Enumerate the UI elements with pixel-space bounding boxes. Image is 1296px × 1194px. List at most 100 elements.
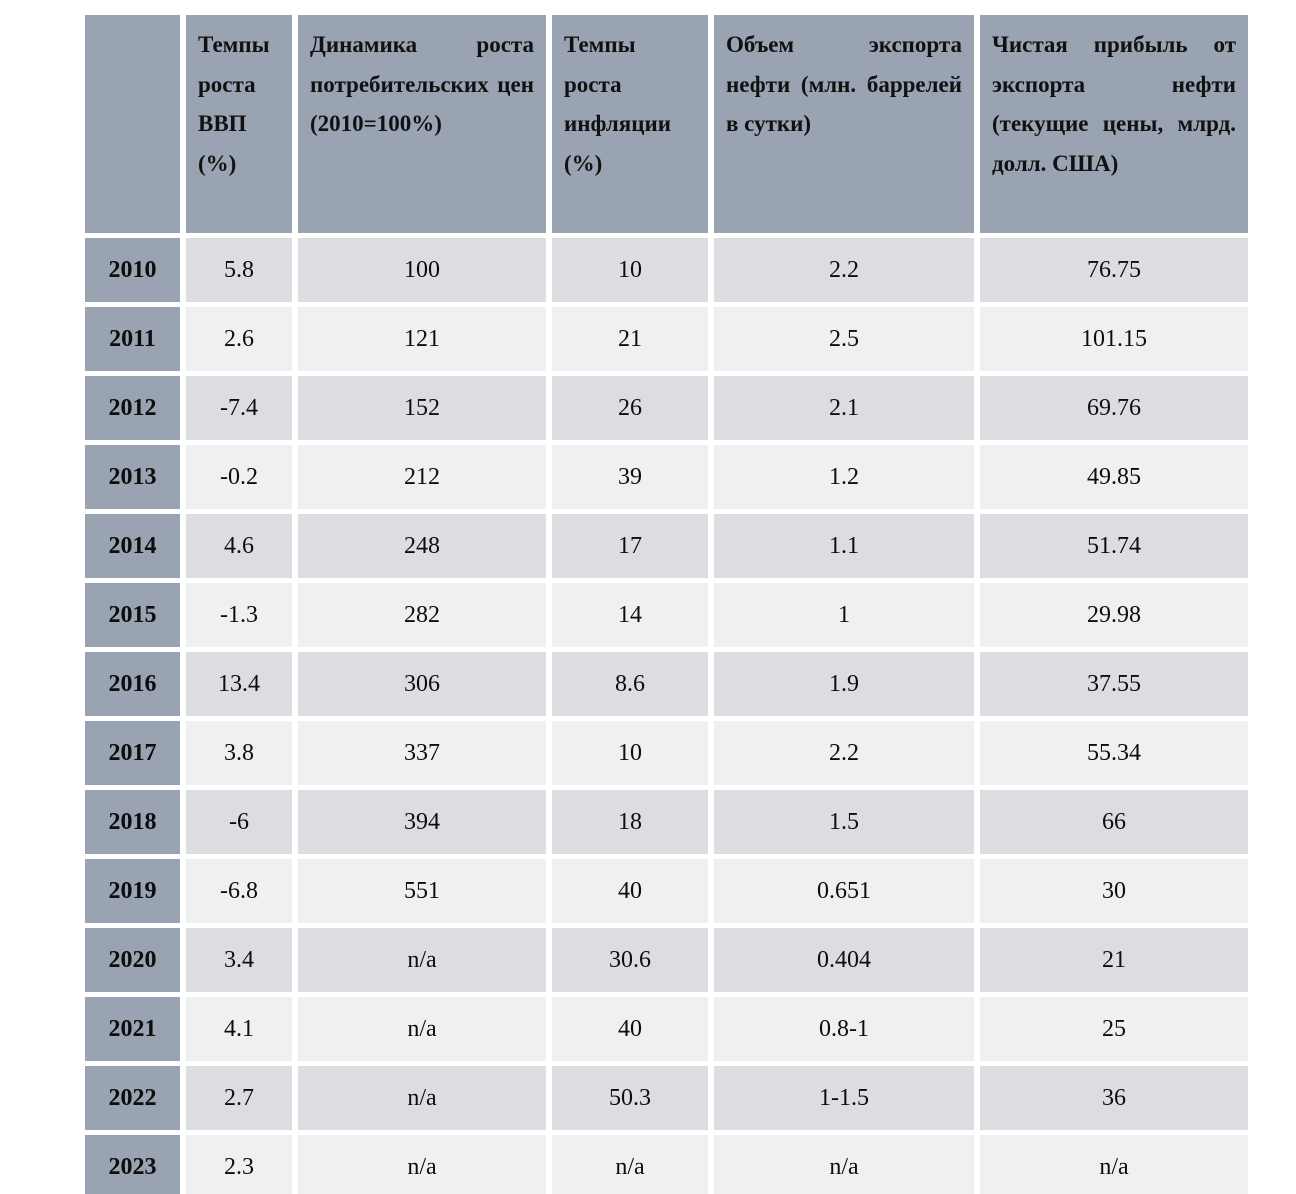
table-row: 2022 2.7 n/a 50.3 1-1.5 36 <box>85 1066 1248 1130</box>
data-cell: 337 <box>298 721 546 785</box>
data-cell: 26 <box>552 376 708 440</box>
year-cell: 2015 <box>85 583 180 647</box>
data-cell: 76.75 <box>980 238 1248 302</box>
data-cell: 0.651 <box>714 859 974 923</box>
data-cell: 100 <box>298 238 546 302</box>
data-cell: 394 <box>298 790 546 854</box>
data-cell: 39 <box>552 445 708 509</box>
data-cell: 551 <box>298 859 546 923</box>
year-cell: 2016 <box>85 652 180 716</box>
data-cell: 2.7 <box>186 1066 292 1130</box>
data-cell: 40 <box>552 997 708 1061</box>
data-cell: 13.4 <box>186 652 292 716</box>
data-cell: -6.8 <box>186 859 292 923</box>
data-cell: 0.404 <box>714 928 974 992</box>
table-row: 2014 4.6 248 17 1.1 51.74 <box>85 514 1248 578</box>
data-cell: 4.6 <box>186 514 292 578</box>
data-cell: 212 <box>298 445 546 509</box>
data-cell: -1.3 <box>186 583 292 647</box>
data-cell: 1 <box>714 583 974 647</box>
table-row: 2012 -7.4 152 26 2.1 69.76 <box>85 376 1248 440</box>
year-cell: 2012 <box>85 376 180 440</box>
data-cell: n/a <box>298 1135 546 1194</box>
year-cell: 2020 <box>85 928 180 992</box>
table-row: 2020 3.4 n/a 30.6 0.404 21 <box>85 928 1248 992</box>
year-cell: 2017 <box>85 721 180 785</box>
year-cell: 2013 <box>85 445 180 509</box>
data-cell: 2.6 <box>186 307 292 371</box>
header-oil-export-profit: Чистая прибыль от экспорта нефти (текущи… <box>980 15 1248 233</box>
data-cell: 1-1.5 <box>714 1066 974 1130</box>
data-cell: 1.2 <box>714 445 974 509</box>
data-cell: 282 <box>298 583 546 647</box>
data-cell: 8.6 <box>552 652 708 716</box>
data-cell: 306 <box>298 652 546 716</box>
data-cell: 21 <box>980 928 1248 992</box>
data-cell: n/a <box>298 928 546 992</box>
year-cell: 2023 <box>85 1135 180 1194</box>
data-cell: 21 <box>552 307 708 371</box>
table-row: 2017 3.8 337 10 2.2 55.34 <box>85 721 1248 785</box>
header-inflation-rate: Темпы роста инфляции (%) <box>552 15 708 233</box>
data-cell: 0.8-1 <box>714 997 974 1061</box>
table-body: 2010 5.8 100 10 2.2 76.75 2011 2.6 121 21 2.5 101.1… <box>85 238 1248 1194</box>
year-cell: 2010 <box>85 238 180 302</box>
data-cell: 3.4 <box>186 928 292 992</box>
table-row: 2013 -0.2 212 39 1.2 49.85 <box>85 445 1248 509</box>
data-cell: 40 <box>552 859 708 923</box>
data-cell: 5.8 <box>186 238 292 302</box>
table-row: 2023 2.3 n/a n/a n/a n/a <box>85 1135 1248 1194</box>
header-gdp-growth: Темпы роста ВВП (%) <box>186 15 292 233</box>
year-cell: 2022 <box>85 1066 180 1130</box>
data-cell: n/a <box>298 1066 546 1130</box>
data-cell: 248 <box>298 514 546 578</box>
data-cell: 101.15 <box>980 307 1248 371</box>
table-header: Темпы роста ВВП (%) Динамика роста потре… <box>85 15 1248 233</box>
data-cell: 10 <box>552 238 708 302</box>
data-cell: 30.6 <box>552 928 708 992</box>
year-cell: 2011 <box>85 307 180 371</box>
table-row: 2011 2.6 121 21 2.5 101.15 <box>85 307 1248 371</box>
table-row: 2019 -6.8 551 40 0.651 30 <box>85 859 1248 923</box>
data-cell: 1.5 <box>714 790 974 854</box>
data-cell: 2.5 <box>714 307 974 371</box>
data-cell: n/a <box>714 1135 974 1194</box>
year-cell: 2021 <box>85 997 180 1061</box>
header-consumer-price-dynamics: Динамика роста потребительских цен (2010… <box>298 15 546 233</box>
data-cell: 17 <box>552 514 708 578</box>
data-cell: 152 <box>298 376 546 440</box>
data-cell: 18 <box>552 790 708 854</box>
data-cell: 2.1 <box>714 376 974 440</box>
table-row: 2018 -6 394 18 1.5 66 <box>85 790 1248 854</box>
data-cell: 14 <box>552 583 708 647</box>
header-row: Темпы роста ВВП (%) Динамика роста потре… <box>85 15 1248 233</box>
data-cell: 121 <box>298 307 546 371</box>
data-cell: 2.2 <box>714 721 974 785</box>
header-corner-cell <box>85 15 180 233</box>
data-cell: 69.76 <box>980 376 1248 440</box>
data-cell: 25 <box>980 997 1248 1061</box>
header-oil-export-volume: Объем экспорта нефти (млн. баррелей в су… <box>714 15 974 233</box>
data-cell: -7.4 <box>186 376 292 440</box>
data-cell: 2.2 <box>714 238 974 302</box>
year-cell: 2018 <box>85 790 180 854</box>
table-row: 2016 13.4 306 8.6 1.9 37.55 <box>85 652 1248 716</box>
data-cell: n/a <box>552 1135 708 1194</box>
data-cell: 2.3 <box>186 1135 292 1194</box>
data-cell: 49.85 <box>980 445 1248 509</box>
year-cell: 2014 <box>85 514 180 578</box>
data-cell: 1.1 <box>714 514 974 578</box>
data-cell: 36 <box>980 1066 1248 1130</box>
data-cell: -6 <box>186 790 292 854</box>
data-cell: 50.3 <box>552 1066 708 1130</box>
data-cell: 66 <box>980 790 1248 854</box>
table-row: 2010 5.8 100 10 2.2 76.75 <box>85 238 1248 302</box>
table-row: 2021 4.1 n/a 40 0.8-1 25 <box>85 997 1248 1061</box>
data-cell: n/a <box>298 997 546 1061</box>
data-cell: 3.8 <box>186 721 292 785</box>
data-cell: 10 <box>552 721 708 785</box>
data-cell: -0.2 <box>186 445 292 509</box>
economic-indicators-table: Темпы роста ВВП (%) Динамика роста потре… <box>79 10 1254 1194</box>
data-cell: 37.55 <box>980 652 1248 716</box>
